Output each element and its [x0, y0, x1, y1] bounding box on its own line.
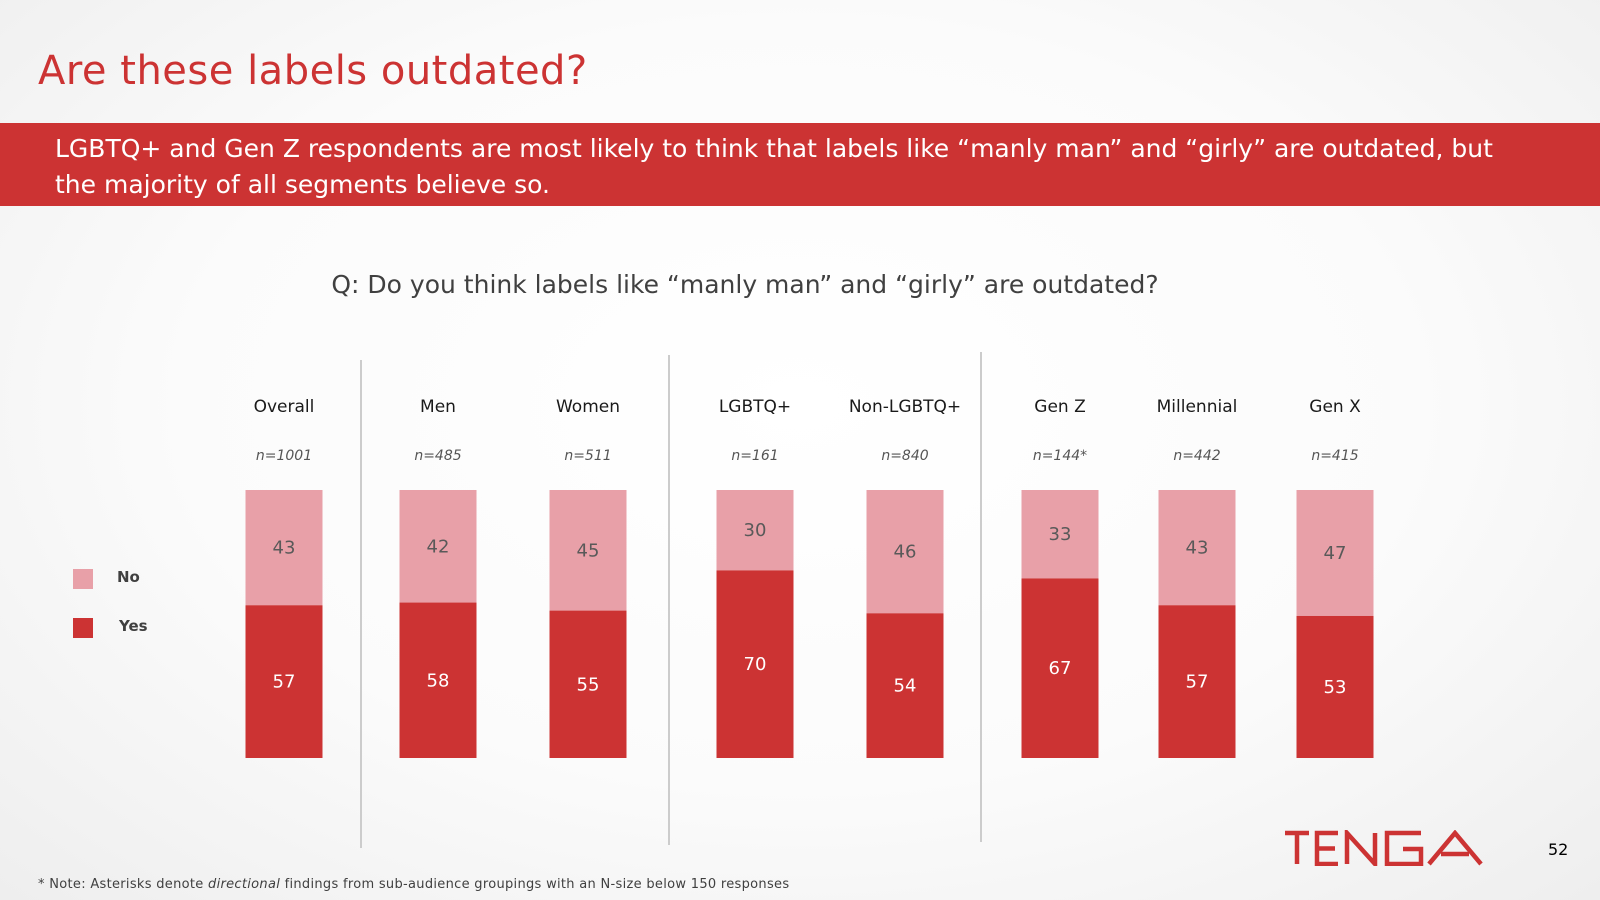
- slide-title: Are these labels outdated?: [38, 48, 588, 94]
- value-label-yes-gen-x: 53: [1324, 677, 1347, 698]
- bar-yes-gen-x: [1296, 615, 1374, 758]
- bar-yes-non-lgbtq: [866, 613, 944, 758]
- value-label-no-millennial: 43: [1186, 538, 1209, 559]
- legend-swatch-no: [73, 569, 93, 589]
- value-label-no-gen-z: 33: [1049, 524, 1072, 545]
- page-number: 52: [1548, 840, 1569, 859]
- sample-size-label-non-lgbtq: n=840: [881, 448, 928, 464]
- key-finding-text: LGBTQ+ and Gen Z respondents are most li…: [55, 134, 1493, 199]
- value-label-yes-men: 58: [427, 670, 450, 691]
- value-label-no-women: 45: [577, 540, 600, 561]
- value-label-yes-women: 55: [577, 674, 600, 695]
- category-label-millennial: Millennial: [1157, 397, 1238, 417]
- sample-size-label-women: n=511: [564, 448, 611, 464]
- group-divider-generation: [980, 352, 982, 842]
- value-label-no-lgbtq: 30: [744, 520, 767, 541]
- bar-no-millennial: [1158, 490, 1236, 606]
- footnote-suffix: findings from sub-audience groupings wit…: [280, 877, 790, 892]
- value-label-yes-gen-z: 67: [1049, 658, 1072, 679]
- survey-question: Q: Do you think labels like “manly man” …: [331, 270, 1159, 299]
- sample-size-label-millennial: n=442: [1173, 448, 1220, 464]
- value-label-no-overall: 43: [273, 538, 296, 559]
- value-label-yes-non-lgbtq: 54: [894, 676, 917, 697]
- bar-yes-overall: [245, 605, 323, 758]
- value-label-yes-overall: 57: [273, 672, 296, 693]
- bar-no-lgbtq: [716, 490, 794, 571]
- group-divider-gender: [360, 360, 362, 848]
- legend-swatch-yes: [73, 618, 93, 638]
- bar-yes-women: [549, 610, 627, 758]
- footnote-prefix: * Note: Asterisks denote: [38, 877, 209, 892]
- footnote: * Note: Asterisks denote directional fin…: [38, 877, 789, 892]
- bar-no-women: [549, 490, 627, 611]
- value-label-yes-millennial: 57: [1186, 672, 1209, 693]
- bar-yes-lgbtq: [716, 570, 794, 758]
- value-label-yes-lgbtq: 70: [744, 654, 767, 675]
- bar-no-gen-x: [1296, 490, 1374, 616]
- category-label-gen-x: Gen X: [1309, 397, 1361, 417]
- sample-size-label-overall: n=1001: [256, 448, 312, 464]
- value-label-no-non-lgbtq: 46: [894, 542, 917, 563]
- bar-no-non-lgbtq: [866, 490, 944, 614]
- sample-size-label-lgbtq: n=161: [731, 448, 778, 464]
- bar-no-overall: [245, 490, 323, 606]
- value-label-no-gen-x: 47: [1324, 543, 1347, 564]
- legend-label-no: No: [117, 568, 140, 586]
- category-label-gen-z: Gen Z: [1034, 397, 1085, 417]
- tenga-logo: [1285, 830, 1483, 866]
- sample-size-label-men: n=485: [414, 448, 461, 464]
- footnote-emphasis: directional: [208, 877, 281, 892]
- key-finding-banner: LGBTQ+ and Gen Z respondents are most li…: [0, 123, 1600, 206]
- bar-no-gen-z: [1021, 490, 1099, 579]
- category-label-lgbtq: LGBTQ+: [719, 397, 791, 417]
- bar-no-men: [399, 490, 477, 603]
- sample-size-label-gen-z: n=144*: [1033, 448, 1087, 464]
- group-divider-lgbtq: [668, 355, 670, 845]
- sample-size-label-gen-x: n=415: [1311, 448, 1358, 464]
- bar-yes-millennial: [1158, 605, 1236, 758]
- bar-yes-gen-z: [1021, 578, 1099, 758]
- category-label-women: Women: [556, 397, 620, 417]
- legend-label-yes: Yes: [119, 617, 148, 635]
- category-label-overall: Overall: [254, 397, 315, 417]
- category-label-men: Men: [420, 397, 456, 417]
- category-label-non-lgbtq: Non-LGBTQ+: [849, 397, 961, 417]
- bar-yes-men: [399, 602, 477, 758]
- value-label-no-men: 42: [427, 536, 450, 557]
